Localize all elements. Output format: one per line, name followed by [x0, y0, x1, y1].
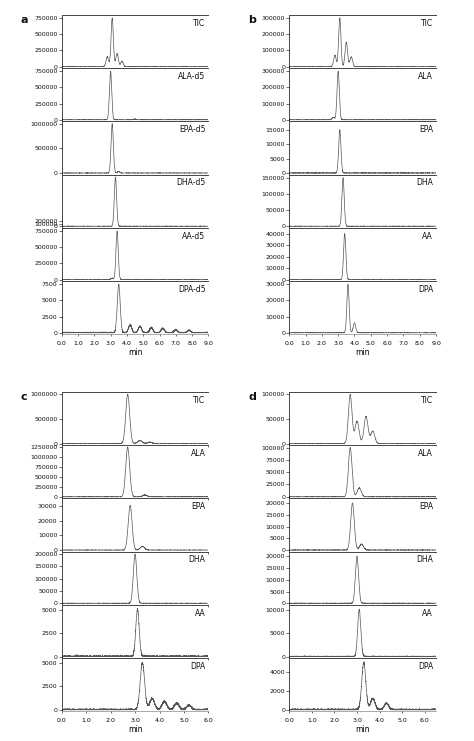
Text: EPA: EPA [419, 125, 433, 134]
Text: AA: AA [422, 231, 433, 241]
Text: TIC: TIC [421, 19, 433, 27]
Text: EPA-d5: EPA-d5 [179, 125, 206, 134]
Text: DPA: DPA [418, 662, 433, 671]
Text: TIC: TIC [421, 396, 433, 405]
Text: TIC: TIC [193, 19, 206, 27]
Text: AA: AA [422, 608, 433, 617]
Text: EPA: EPA [191, 502, 206, 511]
Text: ALA: ALA [418, 449, 433, 458]
Text: AA-d5: AA-d5 [182, 231, 206, 241]
Text: ALA: ALA [191, 449, 206, 458]
Text: b: b [248, 15, 256, 24]
Text: a: a [20, 15, 28, 24]
Text: ALA-d5: ALA-d5 [178, 72, 206, 81]
X-axis label: min: min [356, 348, 370, 356]
Text: TIC: TIC [193, 396, 206, 405]
Text: EPA: EPA [419, 502, 433, 511]
Text: ALA: ALA [418, 72, 433, 81]
Text: d: d [248, 392, 256, 402]
Text: DPA-d5: DPA-d5 [178, 285, 206, 294]
Text: DHA: DHA [189, 555, 206, 565]
X-axis label: min: min [128, 725, 142, 734]
X-axis label: min: min [128, 348, 142, 356]
X-axis label: min: min [356, 725, 370, 734]
Text: AA: AA [195, 608, 206, 617]
Text: DPA: DPA [190, 662, 206, 671]
Text: DHA: DHA [416, 555, 433, 565]
Text: DPA: DPA [418, 285, 433, 294]
Text: DHA-d5: DHA-d5 [176, 179, 206, 187]
Text: c: c [20, 392, 27, 402]
Text: DHA: DHA [416, 179, 433, 187]
